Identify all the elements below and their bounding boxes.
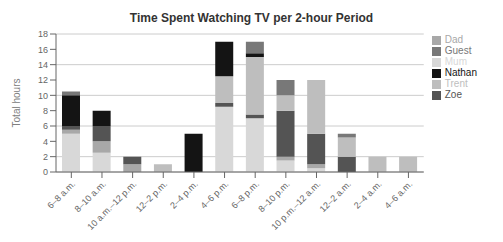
svg-text:6: 6 — [43, 121, 48, 131]
svg-text:6–8 a.m.: 6–8 a.m. — [45, 178, 78, 211]
svg-text:4–6 p.m.: 4–6 p.m. — [199, 179, 231, 211]
html-text:Guest: Guest — [444, 45, 472, 56]
svg-text:12–2 a.m.: 12–2 a.m. — [318, 179, 353, 214]
html-text:Nathan: Nathan — [444, 67, 477, 78]
svg-text:18: 18 — [38, 29, 48, 39]
svg-text:16: 16 — [38, 45, 48, 55]
svg-text:12–2 p.m.: 12–2 p.m. — [134, 179, 169, 214]
svg-text:4: 4 — [43, 137, 48, 147]
html-text:Time Spent Watching TV per 2-h: Time Spent Watching TV per 2-hour Period — [129, 11, 374, 25]
svg-text:10 p.m.–12 a.m.: 10 p.m.–12 a.m. — [269, 179, 322, 232]
svg-text:2: 2 — [43, 152, 48, 162]
svg-text:12: 12 — [38, 75, 48, 85]
svg-text:8: 8 — [43, 106, 48, 116]
svg-text:10 a.m.–12 p.m.: 10 a.m.–12 p.m. — [85, 179, 138, 232]
svg-text:0: 0 — [43, 167, 48, 177]
svg-text:4–6 a.m.: 4–6 a.m. — [383, 179, 415, 211]
svg-text:8–10 a.m.: 8–10 a.m. — [72, 178, 108, 215]
svg-text:Total hours: Total hours — [11, 79, 22, 128]
html-text:Zoe: Zoe — [444, 89, 462, 100]
svg-text:6–8 p.m.: 6–8 p.m. — [229, 178, 262, 211]
html-text:Dad: Dad — [444, 34, 464, 45]
svg-text:2–4 p.m.: 2–4 p.m. — [168, 179, 200, 211]
svg-text:10: 10 — [38, 91, 48, 101]
svg-text:8–10 p.m.: 8–10 p.m. — [256, 178, 292, 215]
svg-text:2–4 a.m.: 2–4 a.m. — [352, 179, 384, 211]
svg-text:14: 14 — [38, 60, 48, 70]
html-text:Mum: Mum — [444, 56, 467, 67]
html-text:Trent: Trent — [444, 78, 468, 89]
